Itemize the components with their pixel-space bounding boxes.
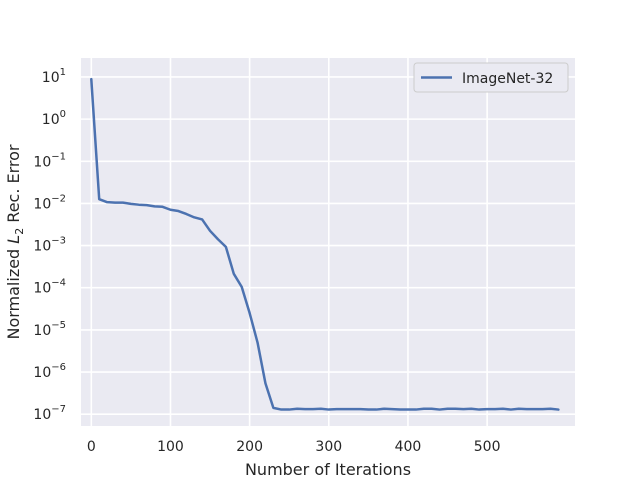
y-tick-label: 100 — [42, 109, 66, 128]
x-tick-label: 300 — [315, 439, 342, 455]
y-axis-label-suffix: Rec. Error — [4, 144, 23, 228]
legend-label-imagenet-32: ImageNet-32 — [462, 71, 553, 87]
y-tick-exponent: 1 — [60, 67, 66, 78]
series-line-imagenet-32 — [90, 77, 560, 411]
grid — [81, 58, 575, 426]
y-tick-base: 10 — [33, 196, 51, 212]
legend: ImageNet-32 — [413, 62, 569, 93]
y-tick-exponent: −7 — [51, 404, 66, 415]
y-tick-base: 10 — [33, 365, 51, 381]
y-axis-label-prefix: Normalized — [4, 244, 23, 340]
y-tick-exponent: −4 — [51, 278, 66, 289]
x-tick-label: 500 — [474, 439, 501, 455]
y-tick-base: 10 — [33, 281, 51, 297]
y-tick-base: 10 — [42, 112, 60, 128]
y-tick-exponent: −1 — [51, 151, 66, 162]
y-tick-label: 10−5 — [33, 320, 66, 339]
y-tick-label: 10−6 — [33, 362, 66, 381]
y-tick-exponent: −2 — [51, 193, 66, 204]
y-tick-label: 101 — [42, 67, 66, 86]
series-layer — [90, 77, 560, 411]
y-tick-label: 10−2 — [33, 193, 66, 212]
y-tick-exponent: −6 — [51, 362, 66, 373]
y-tick-label: 10−4 — [33, 278, 66, 297]
x-axis-ticks: 0 100 200 300 400 500 — [87, 439, 501, 455]
y-tick-exponent: 0 — [60, 109, 66, 120]
x-tick-label: 400 — [395, 439, 422, 455]
y-tick-exponent: −3 — [51, 236, 66, 247]
y-tick-label: 10−7 — [33, 404, 66, 423]
y-tick-base: 10 — [33, 239, 51, 255]
y-tick-base: 10 — [33, 323, 51, 339]
x-tick-label: 100 — [157, 439, 184, 455]
y-tick-label: 10−1 — [33, 151, 66, 170]
y-tick-label: 10−3 — [33, 236, 66, 255]
y-axis-label-symbol: L — [4, 235, 23, 244]
legend-box — [413, 62, 569, 93]
y-tick-base: 10 — [42, 70, 60, 86]
y-tick-exponent: −5 — [51, 320, 66, 331]
x-tick-label: 200 — [236, 439, 263, 455]
x-axis-label: Number of Iterations — [245, 460, 411, 479]
y-axis-label: Normalized L2 Rec. Error — [4, 144, 26, 339]
y-axis-label-subscript: 2 — [13, 228, 26, 235]
y-tick-base: 10 — [33, 154, 51, 170]
y-tick-base: 10 — [33, 407, 51, 423]
x-tick-label: 0 — [87, 439, 96, 455]
